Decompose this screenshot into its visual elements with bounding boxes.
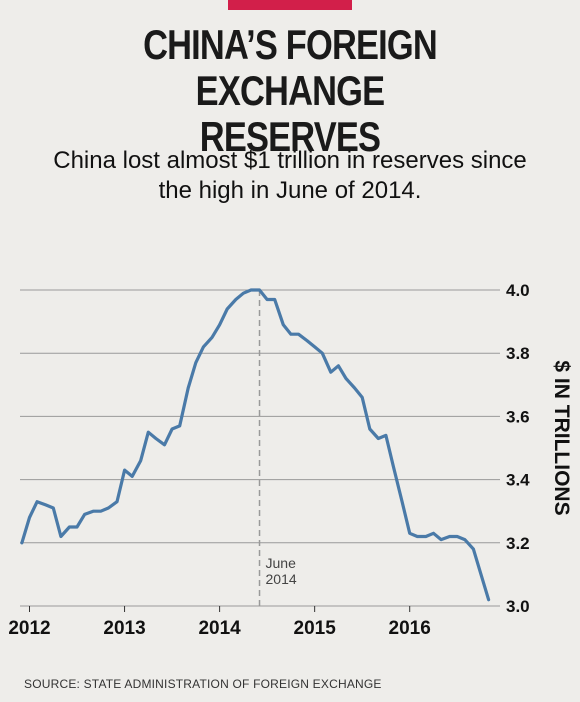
y-tick-label: 4.0 (506, 281, 530, 300)
title-line-2: RESERVES (199, 113, 381, 160)
y-tick-label: 3.0 (506, 597, 530, 616)
y-axis-label: $ IN TRILLIONS (550, 360, 573, 515)
annotation-line-2: 2014 (266, 571, 297, 587)
y-tick-label: 3.6 (506, 407, 530, 426)
y-tick-label: 3.4 (506, 471, 530, 490)
subtitle-line-2: the high in June of 2014. (158, 177, 422, 204)
x-tick-label: 2012 (8, 618, 50, 639)
annotation-line-1: June (266, 555, 297, 571)
subtitle-line-1: China lost almost $1 trillion in reserve… (53, 147, 527, 174)
line-chart: 3.0 3.2 3.4 3.6 3.8 4.0 2012 2013 2014 2015 2016 Ju… (8, 281, 573, 639)
source-note: SOURCE: STATE ADMINISTRATION OF FOREIGN … (24, 677, 382, 691)
accent-bar (228, 0, 352, 10)
x-tick-label: 2013 (103, 618, 145, 639)
y-tick-label: 3.8 (506, 344, 530, 363)
chart-title: CHINA’S FOREIGN EXCHANGE RESERVES (52, 22, 528, 160)
x-tick-label: 2015 (294, 618, 337, 639)
reserves-line (20, 288, 491, 602)
y-tick-label: 3.2 (506, 534, 530, 553)
x-tick-label: 2016 (389, 618, 431, 639)
title-line-1: CHINA’S FOREIGN EXCHANGE (143, 21, 438, 114)
chart-subtitle: China lost almost $1 trillion in reserve… (0, 146, 580, 206)
x-tick-label: 2014 (198, 618, 241, 639)
